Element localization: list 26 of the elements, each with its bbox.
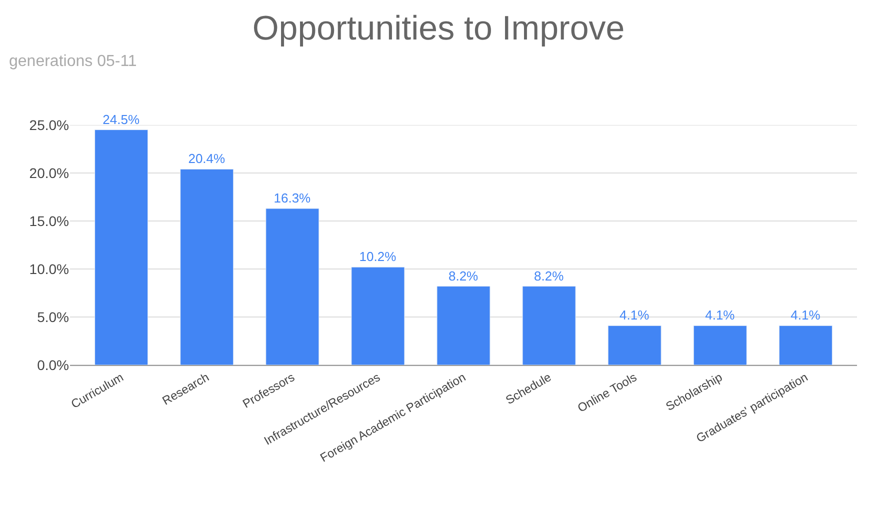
- data-label: 4.1%: [705, 308, 736, 323]
- bar: [266, 208, 320, 365]
- data-label: 24.5%: [102, 112, 140, 127]
- data-label: 4.1%: [790, 308, 821, 323]
- bar: [351, 266, 405, 365]
- bar: [778, 325, 832, 365]
- data-label: 10.2%: [359, 249, 397, 264]
- data-label: 8.2%: [448, 268, 479, 284]
- bar: [180, 168, 234, 365]
- y-tick-label: 10.0%: [29, 260, 69, 277]
- bar: [608, 325, 662, 365]
- y-tick-label: 5.0%: [37, 308, 69, 325]
- data-label: 16.3%: [274, 190, 312, 206]
- bar: [693, 325, 747, 365]
- y-tick-label: 25.0%: [29, 116, 69, 133]
- data-label: 20.4%: [188, 151, 226, 166]
- bar: [436, 286, 490, 365]
- data-label: 8.2%: [534, 268, 564, 284]
- bar: [94, 130, 148, 365]
- y-tick-label: 20.0%: [29, 164, 69, 181]
- y-tick-label: 15.0%: [29, 212, 69, 229]
- chart-subtitle: generations 05-11: [9, 53, 137, 70]
- y-tick-label: 0.0%: [37, 356, 69, 373]
- chart-title: Opportunities to Improve: [252, 9, 625, 48]
- data-label: 4.1%: [620, 308, 650, 323]
- bar: [522, 286, 576, 365]
